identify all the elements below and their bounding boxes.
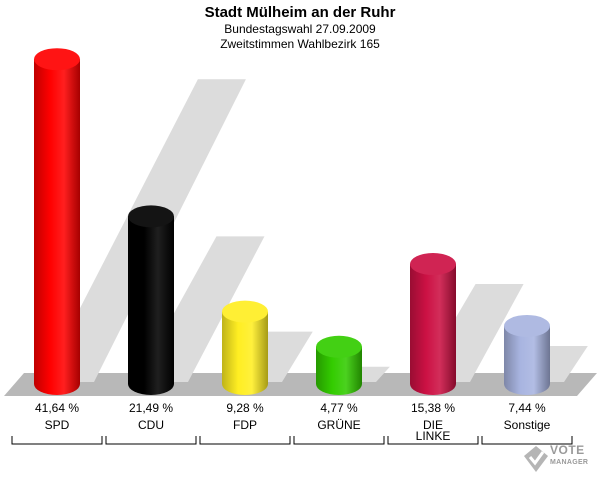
bar-gr-ne-value-label: 4,77 % [320, 401, 358, 415]
bar-sonstige-category-label: Sonstige [504, 418, 551, 432]
bar-spd-cap [34, 48, 80, 71]
bar-cdu [128, 216, 174, 395]
bars [34, 48, 550, 395]
bar-sonstige [504, 325, 550, 395]
labels: 41,64 % SPD 21,49 % CDU 9,28 % FDP 4,77 % GRÜNE… [11, 401, 573, 445]
bar-sonstige-bracket [481, 436, 573, 445]
bar-cdu-cap [128, 205, 174, 228]
bar-spd-bracket [11, 436, 103, 445]
bar-sonstige-value-label: 7,44 % [508, 401, 546, 415]
vote-check-icon [524, 446, 548, 472]
bar-fdp-cap [222, 300, 268, 323]
chart-header: Stadt Mülheim an der Ruhr Bundestagswahl… [0, 4, 600, 52]
bar-sonstige-cap [504, 314, 550, 337]
bar-spd-category-label: SPD [45, 418, 70, 432]
bar-fdp-category-label: FDP [233, 418, 257, 432]
bar-gr-ne-bracket [293, 436, 385, 445]
bar-die-linke [410, 264, 456, 395]
bar-spd-value-label: 41,64 % [35, 401, 79, 415]
bar-die-linke-category-label: LINKE [416, 429, 451, 443]
chart-subtitle-district: Zweitstimmen Wahlbezirk 165 [220, 37, 380, 51]
bar-fdp [222, 311, 268, 395]
bar-fdp-value-label: 9,28 % [226, 401, 264, 415]
bar-cdu-category-label: CDU [138, 418, 164, 432]
logo-text-manager: MANAGER [550, 459, 589, 466]
vote-manager-logo: VOTE MANAGER [522, 440, 598, 478]
bar-cdu-bracket [105, 436, 197, 445]
bar-die-linke-category-label: DIE [423, 418, 443, 432]
bar-spd [34, 59, 80, 395]
chart-subtitle-election: Bundestagswahl 27.09.2009 [224, 22, 376, 36]
bar-gr-ne [316, 346, 362, 395]
bar-die-linke-value-label: 15,38 % [411, 401, 455, 415]
bar-die-linke-cap [410, 253, 456, 276]
chart-title: Stadt Mülheim an der Ruhr [204, 4, 396, 21]
bar-fdp-bracket [199, 436, 291, 445]
logo-text-vote: VOTE [550, 443, 585, 457]
bar-cdu-value-label: 21,49 % [129, 401, 173, 415]
bar-die-linke-bracket [387, 436, 479, 445]
bar-gr-ne-cap [316, 335, 362, 358]
bar-gr-ne-category-label: GRÜNE [317, 418, 360, 432]
